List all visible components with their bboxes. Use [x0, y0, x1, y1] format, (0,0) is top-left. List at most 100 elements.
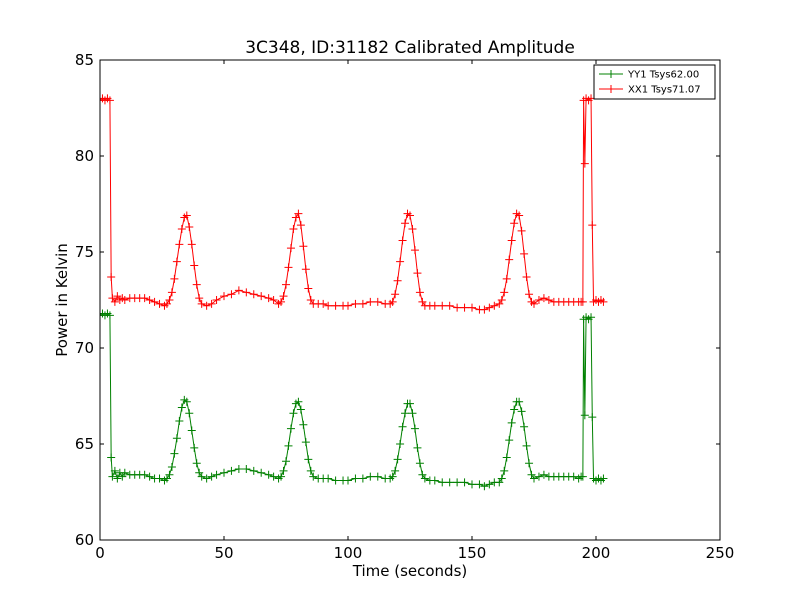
- data-point: [108, 472, 117, 481]
- data-point: [530, 299, 538, 308]
- data-point: [324, 474, 333, 483]
- data-point: [505, 255, 514, 264]
- data-point: [120, 296, 129, 304]
- data-point: [269, 296, 278, 304]
- data-point: [398, 236, 407, 245]
- data-point: [485, 480, 494, 489]
- data-point: [500, 288, 509, 297]
- data-point: [430, 476, 439, 485]
- data-point: [490, 301, 499, 310]
- data-point: [165, 470, 174, 479]
- series-2: [100, 94, 608, 314]
- data-point: [344, 301, 352, 310]
- data-point: [284, 441, 293, 450]
- data-point: [309, 472, 318, 481]
- data-point: [468, 480, 476, 489]
- data-point: [373, 472, 382, 481]
- data-point: [306, 466, 315, 475]
- data-point: [410, 246, 419, 255]
- data-point: [150, 297, 159, 306]
- data-point: [286, 424, 295, 433]
- data-point: [406, 211, 414, 220]
- data-point: [510, 219, 519, 228]
- data-point: [110, 466, 119, 475]
- data-point: [510, 405, 519, 414]
- x-tick-label: 100: [334, 544, 363, 562]
- data-point: [539, 470, 548, 479]
- legend-box: [593, 64, 716, 100]
- data-point: [304, 455, 313, 464]
- x-tick-label: 200: [582, 544, 611, 562]
- data-point: [396, 440, 405, 448]
- data-point: [294, 397, 303, 406]
- data-point: [296, 221, 305, 230]
- data-point: [413, 443, 422, 452]
- data-point: [319, 299, 328, 308]
- data-point: [195, 294, 204, 303]
- data-point: [331, 476, 340, 485]
- data-point: [175, 240, 184, 249]
- data-point: [172, 257, 181, 266]
- data-point: [453, 303, 462, 312]
- y-tick-label: 75: [75, 243, 94, 261]
- data-point: [155, 474, 164, 483]
- data-point: [110, 297, 119, 306]
- data-point: [420, 474, 429, 483]
- data-point: [580, 411, 589, 420]
- data-point: [453, 478, 462, 487]
- data-point: [301, 265, 310, 274]
- data-point: [599, 474, 608, 483]
- data-point: [177, 403, 186, 412]
- data-point: [507, 418, 516, 427]
- data-point: [522, 272, 531, 281]
- data-point: [227, 290, 236, 299]
- data-point: [172, 434, 181, 443]
- data-point: [264, 470, 273, 479]
- data-point: [296, 405, 305, 414]
- data-point: [113, 474, 122, 483]
- x-tick-label: 0: [95, 544, 105, 562]
- data-point: [234, 464, 243, 473]
- data-point: [227, 466, 236, 475]
- x-tick-label: 150: [458, 544, 487, 562]
- legend-label: YY1 Tsys62.00: [627, 70, 699, 81]
- series-line: [100, 312, 604, 487]
- data-point: [515, 397, 524, 406]
- y-tick-label: 60: [75, 531, 94, 549]
- data-point: [475, 480, 484, 489]
- plot-frame: [99, 59, 721, 541]
- data-point: [120, 468, 129, 477]
- data-point: [351, 299, 360, 308]
- data-point: [588, 221, 597, 230]
- data-point: [207, 472, 216, 481]
- y-tick-label: 70: [75, 339, 94, 357]
- data-point: [185, 409, 194, 418]
- data-point: [569, 472, 578, 481]
- data-point: [286, 244, 295, 253]
- data-point: [391, 466, 400, 475]
- data-point: [212, 470, 221, 479]
- data-point: [408, 409, 417, 418]
- data-point: [277, 472, 286, 481]
- data-point: [534, 296, 543, 304]
- data-point: [515, 211, 524, 220]
- data-point: [580, 159, 589, 168]
- data-point: [507, 236, 516, 245]
- data-point: [257, 292, 266, 301]
- data-point: [485, 303, 494, 312]
- data-point: [242, 464, 251, 473]
- data-point: [249, 290, 258, 299]
- legend-marker: [607, 70, 615, 78]
- data-point: [170, 449, 179, 458]
- data-point: [438, 301, 447, 310]
- y-axis-label: Power in Kelvin: [53, 243, 71, 357]
- data-point: [358, 299, 367, 308]
- legend-marker: [607, 85, 615, 93]
- y-tick-label: 85: [75, 51, 94, 69]
- data-point: [406, 399, 414, 408]
- data-point: [351, 474, 360, 483]
- data-point: [517, 226, 526, 235]
- data-point: [167, 463, 176, 472]
- data-point: [480, 482, 489, 491]
- y-tick-label: 65: [75, 435, 94, 453]
